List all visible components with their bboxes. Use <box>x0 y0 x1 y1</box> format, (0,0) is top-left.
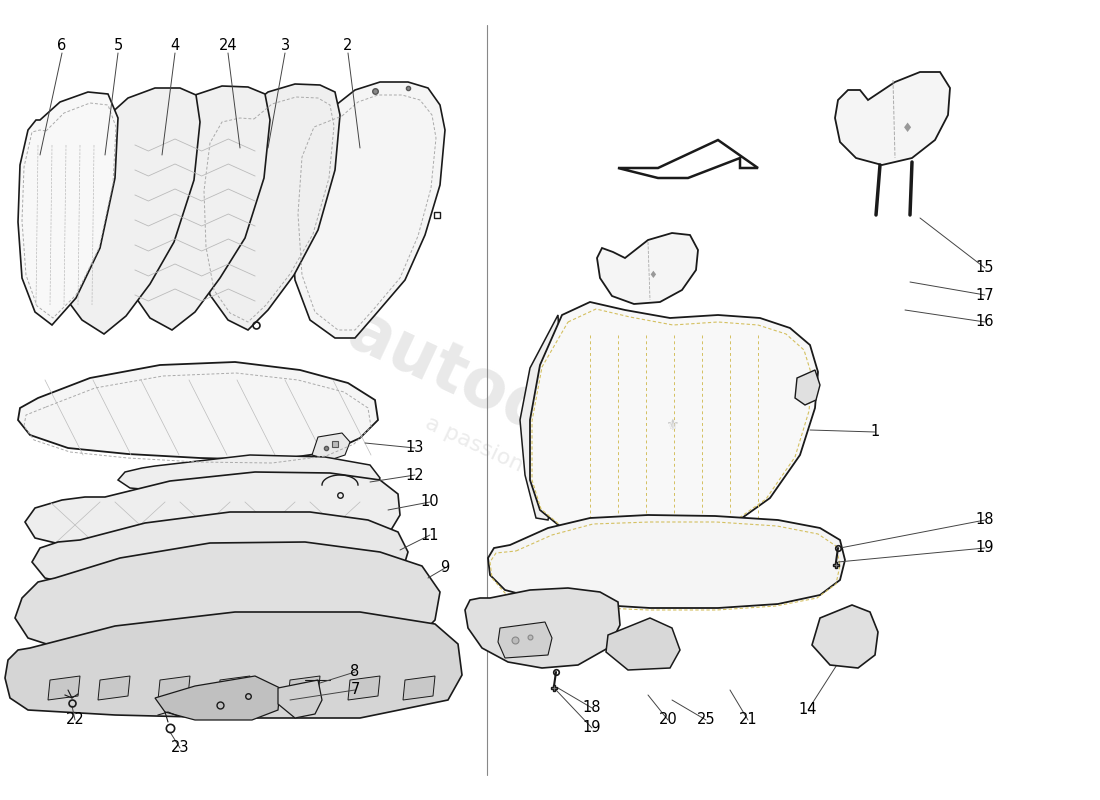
Polygon shape <box>288 676 320 700</box>
Text: 8: 8 <box>351 665 360 679</box>
Polygon shape <box>488 515 845 608</box>
Text: 2: 2 <box>343 38 353 53</box>
Polygon shape <box>158 676 190 700</box>
Polygon shape <box>32 512 408 598</box>
Polygon shape <box>403 676 434 700</box>
Polygon shape <box>530 302 818 548</box>
Text: autodoc24: autodoc24 <box>337 297 723 523</box>
Polygon shape <box>15 542 440 665</box>
Polygon shape <box>155 676 280 720</box>
Polygon shape <box>218 676 250 700</box>
Text: 15: 15 <box>976 261 994 275</box>
Text: 10: 10 <box>420 494 439 510</box>
Text: 3: 3 <box>280 38 289 53</box>
Text: 12: 12 <box>406 467 425 482</box>
Text: ♦: ♦ <box>902 122 914 134</box>
Polygon shape <box>498 622 552 658</box>
Polygon shape <box>98 676 130 700</box>
Text: 7: 7 <box>350 682 360 698</box>
Polygon shape <box>795 370 820 405</box>
Text: 22: 22 <box>66 713 85 727</box>
Text: 1: 1 <box>870 425 880 439</box>
Text: 24: 24 <box>219 38 238 53</box>
Text: 1985: 1985 <box>525 390 695 510</box>
Text: 19: 19 <box>976 541 994 555</box>
Polygon shape <box>812 605 878 668</box>
Polygon shape <box>312 433 350 460</box>
Polygon shape <box>18 362 378 460</box>
Text: a passion for parts since: a passion for parts since <box>422 414 678 546</box>
Text: 16: 16 <box>976 314 994 330</box>
Text: 17: 17 <box>976 287 994 302</box>
Text: 5: 5 <box>113 38 122 53</box>
Text: 20: 20 <box>659 713 678 727</box>
Polygon shape <box>198 84 340 330</box>
Text: 19: 19 <box>583 721 602 735</box>
Polygon shape <box>348 676 380 700</box>
Polygon shape <box>120 86 270 330</box>
Text: 21: 21 <box>739 713 757 727</box>
Text: 18: 18 <box>976 513 994 527</box>
Polygon shape <box>118 455 380 498</box>
Text: 13: 13 <box>406 441 425 455</box>
Text: 6: 6 <box>57 38 67 53</box>
Text: 9: 9 <box>440 561 450 575</box>
Polygon shape <box>465 588 620 668</box>
Text: 11: 11 <box>420 527 439 542</box>
Polygon shape <box>6 612 462 718</box>
Text: 25: 25 <box>696 713 715 727</box>
Polygon shape <box>520 315 562 520</box>
Text: 14: 14 <box>799 702 817 718</box>
Polygon shape <box>290 82 446 338</box>
Text: 18: 18 <box>583 701 602 715</box>
Polygon shape <box>278 680 322 718</box>
Polygon shape <box>48 676 80 700</box>
Polygon shape <box>618 140 758 178</box>
Polygon shape <box>25 472 400 555</box>
Text: 4: 4 <box>170 38 179 53</box>
Polygon shape <box>606 618 680 670</box>
Polygon shape <box>597 233 698 304</box>
Polygon shape <box>50 88 200 334</box>
Text: 23: 23 <box>170 741 189 755</box>
Text: ⚜: ⚜ <box>666 418 679 433</box>
Polygon shape <box>18 92 118 325</box>
Text: ♦: ♦ <box>649 270 658 280</box>
Polygon shape <box>835 72 950 165</box>
